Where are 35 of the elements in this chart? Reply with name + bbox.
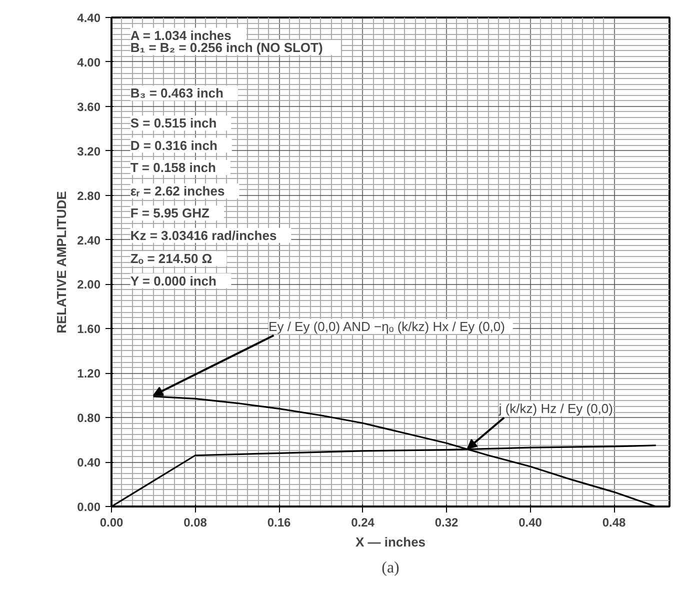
y-tick-label: 2.00 xyxy=(77,278,101,292)
x-tick-label: 0.32 xyxy=(434,516,459,530)
annotation: A = 1.034 inches xyxy=(130,28,232,43)
y-tick-label: 2.40 xyxy=(77,233,101,248)
x-tick-label: 0.40 xyxy=(518,516,542,530)
annotation: T = 0.158 inch xyxy=(130,160,216,176)
annotation: F = 5.95 GHZ xyxy=(130,206,210,221)
annotation: B₁ = B₂ = 0.256 inch (NO SLOT) xyxy=(130,40,323,56)
text: (a) xyxy=(382,560,400,576)
y-tick-label: 4.40 xyxy=(77,11,101,25)
annotation: Ey / Ey (0,0) AND −ηₒ (k/kz) Hx / Ey (0,0) xyxy=(268,318,505,334)
annotation: Kz = 3.03416 rad/inches xyxy=(130,228,277,243)
annotation: εᵣ = 2.62 inches xyxy=(130,183,225,198)
x-tick-label: 0.16 xyxy=(267,516,292,530)
x-tick-label: 0.24 xyxy=(351,516,375,530)
annotation: Zₒ = 214.50 Ω xyxy=(130,251,212,266)
y-tick-label: 0.40 xyxy=(77,456,101,470)
y-tick-label: 1.20 xyxy=(77,366,101,381)
y-tick-label: 3.60 xyxy=(77,100,101,114)
x-tick-label: 0.48 xyxy=(602,516,626,530)
y-tick-label: 0.00 xyxy=(77,500,101,514)
annotation: j (k/kz) Hz / Ey (0,0) xyxy=(498,401,613,416)
x-tick-label: 0.00 xyxy=(100,516,124,530)
y-tick-label: 1.60 xyxy=(77,322,101,336)
annotation: B₃ = 0.463 inch xyxy=(130,86,224,101)
y-tick-label: 2.80 xyxy=(77,188,101,203)
x-axis-title: X — inches xyxy=(355,534,426,550)
y-tick-label: 4.00 xyxy=(77,55,101,70)
annotation: S = 0.515 inch xyxy=(130,116,217,131)
x-tick-label: 0.08 xyxy=(184,516,208,530)
annotation: D = 0.316 inch xyxy=(130,138,218,153)
annotation: Y = 0.000 inch xyxy=(130,273,217,288)
y-axis-title: RELATIVE AMPLITUDE xyxy=(54,190,70,334)
y-tick-label: 3.20 xyxy=(77,144,101,158)
y-tick-label: 0.80 xyxy=(77,411,101,426)
